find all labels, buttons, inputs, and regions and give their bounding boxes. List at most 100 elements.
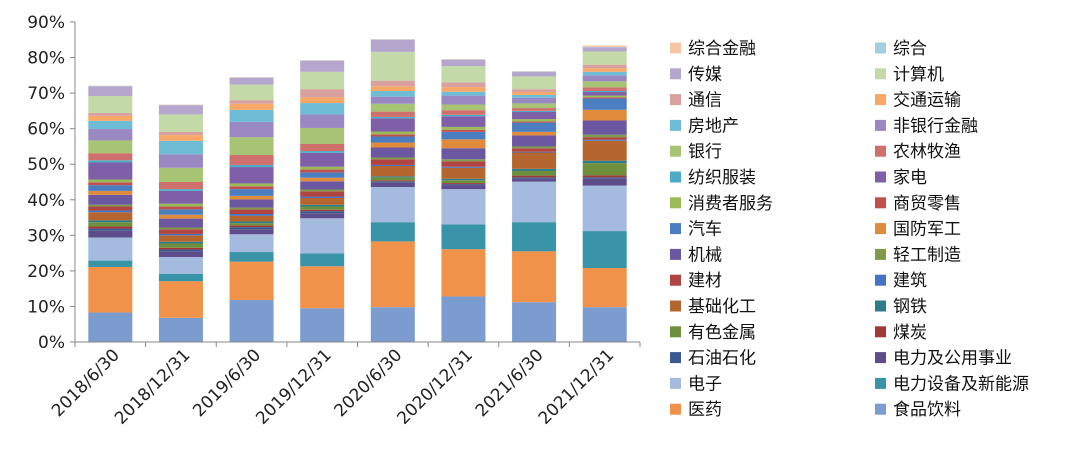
legend-item: 建材 xyxy=(670,271,722,291)
bar-segment-电力及公用事业-2020/12/31 xyxy=(441,185,486,190)
legend-swatch xyxy=(875,68,886,80)
legend-label: 煤炭 xyxy=(893,323,927,343)
legend-item: 煤炭 xyxy=(875,323,927,343)
bar-segment-纺织服装-2021/12/31 xyxy=(582,90,627,93)
bar-segment-交通运输-2018/6/30 xyxy=(88,115,133,121)
bar-segment-机械-2019/6/30 xyxy=(229,199,274,208)
bar-segment-机械-2021/12/31 xyxy=(582,120,627,135)
bar-segment-食品饮料-2021/12/31 xyxy=(582,307,627,342)
legend-swatch xyxy=(875,42,886,54)
legend-swatch xyxy=(875,403,886,415)
legend-swatch xyxy=(875,326,886,338)
bar-segment-消费者服务-2020/12/31 xyxy=(441,126,486,130)
bar-segment-国防军工-2019/6/30 xyxy=(229,195,274,200)
bar-segment-非银行金融-2019/12/31 xyxy=(300,114,345,128)
bar-segment-电子-2019/12/31 xyxy=(300,218,345,254)
bar-segment-煤炭-2020/12/31 xyxy=(441,183,486,185)
bar-segment-有色金属-2018/6/30 xyxy=(88,222,133,227)
legend-swatch xyxy=(670,223,681,235)
legend-label: 电力及公用事业 xyxy=(893,349,1012,369)
bar-segment-机械-2020/6/30 xyxy=(370,147,415,158)
bar-segment-基础化工-2019/12/31 xyxy=(300,198,345,205)
bar-segment-机械-2021/6/30 xyxy=(512,135,557,147)
bar-segment-电子-2020/6/30 xyxy=(370,186,415,223)
legend-label: 非银行金融 xyxy=(893,116,978,136)
bar-segment-煤炭-2021/12/31 xyxy=(582,175,627,178)
bar-segment-非银行金融-2019/6/30 xyxy=(229,121,274,138)
bar-segment-有色金属-2020/12/31 xyxy=(441,180,486,184)
bar-segment-家电-2019/6/30 xyxy=(229,167,274,184)
bar-segment-通信-2021/6/30 xyxy=(512,89,557,93)
legend-label: 纺织服装 xyxy=(688,168,756,188)
bar-segment-纺织服装-2019/6/30 xyxy=(229,164,274,168)
bar-segment-农林牧渔-2020/12/31 xyxy=(441,110,486,115)
bar-segment-钢铁-2018/6/30 xyxy=(88,220,133,223)
bar-segment-石油石化-2020/12/31 xyxy=(441,184,486,186)
legend-label: 综合金融 xyxy=(688,39,756,59)
bar-segment-消费者服务-2019/12/31 xyxy=(300,166,345,170)
bar-segment-交通运输-2019/12/31 xyxy=(300,97,345,104)
legend-item: 石油石化 xyxy=(670,349,756,369)
legend-swatch xyxy=(670,94,681,106)
bar-segment-商贸零售-2018/6/30 xyxy=(88,182,133,186)
bar-segment-汽车-2020/6/30 xyxy=(370,136,415,143)
bar-segment-有色金属-2019/6/30 xyxy=(229,223,274,226)
bar-segment-食品饮料-2019/12/31 xyxy=(300,308,345,342)
bar-segment-轻工制造-2019/12/31 xyxy=(300,189,345,192)
legend-item: 银行 xyxy=(670,142,722,162)
x-tick-label: 2021/6/30 xyxy=(472,345,548,421)
bar-segment-食品饮料-2018/6/30 xyxy=(88,312,133,342)
bar-segment-银行-2018/6/30 xyxy=(88,140,133,154)
bar-segment-通信-2018/12/31 xyxy=(158,131,203,136)
bar-segment-国防军工-2021/6/30 xyxy=(512,131,557,136)
bar-segment-非银行金融-2020/6/30 xyxy=(370,96,415,104)
legend-swatch xyxy=(670,119,681,131)
legend-item: 交通运输 xyxy=(875,91,961,111)
bar-segment-石油石化-2019/12/31 xyxy=(300,211,345,214)
bar-segment-轻工制造-2018/12/31 xyxy=(158,227,203,230)
legend-label: 家电 xyxy=(893,168,927,188)
bar-segment-轻工制造-2021/6/30 xyxy=(512,146,557,149)
bar-segment-基础化工-2020/12/31 xyxy=(441,167,486,179)
bar-segment-电子-2021/6/30 xyxy=(512,181,557,223)
bar-segment-计算机-2020/6/30 xyxy=(370,51,415,81)
legend-swatch xyxy=(875,377,886,389)
bar-segment-房地产-2019/6/30 xyxy=(229,109,274,122)
bar-segment-汽车-2018/12/31 xyxy=(158,209,203,215)
bar-segment-银行-2021/6/30 xyxy=(512,103,557,109)
legend-label: 建材 xyxy=(688,271,722,291)
legend-label: 钢铁 xyxy=(893,297,927,317)
legend-item: 电子 xyxy=(670,374,722,394)
bar-segment-国防军工-2018/6/30 xyxy=(88,190,133,195)
bar-segment-传媒-2019/12/31 xyxy=(300,60,345,72)
bar-segment-国防军工-2019/12/31 xyxy=(300,177,345,182)
y-tick-label: 60% xyxy=(27,120,65,140)
bar-segment-基础化工-2019/6/30 xyxy=(229,215,274,222)
bar-segment-纺织服装-2020/6/30 xyxy=(370,116,415,119)
bar-segment-国防军工-2020/6/30 xyxy=(370,142,415,148)
legend-label: 机械 xyxy=(688,245,722,265)
bar-segment-汽车-2019/6/30 xyxy=(229,189,274,196)
bar-segment-计算机-2021/12/31 xyxy=(582,51,627,65)
bar-segment-轻工制造-2018/6/30 xyxy=(88,204,133,207)
bar-segment-银行-2020/6/30 xyxy=(370,103,415,112)
bar-segment-基础化工-2021/12/31 xyxy=(582,140,627,161)
bar-segment-传媒-2018/6/30 xyxy=(88,86,133,96)
y-tick-label: 50% xyxy=(27,155,65,175)
legend-label: 轻工制造 xyxy=(893,245,961,265)
bar-segment-家电-2021/6/30 xyxy=(512,111,557,120)
bar-segment-商贸零售-2020/6/30 xyxy=(370,134,415,137)
legend-label: 计算机 xyxy=(893,65,944,85)
bar-segment-钢铁-2019/12/31 xyxy=(300,204,345,207)
bar-segment-建材-2018/6/30 xyxy=(88,206,133,211)
bar-segment-非银行金融-2018/12/31 xyxy=(158,154,203,168)
bar-segment-通信-2020/6/30 xyxy=(370,80,415,87)
bar-segment-消费者服务-2020/6/30 xyxy=(370,131,415,135)
legend-item: 商贸零售 xyxy=(875,194,961,214)
y-tick-label: 70% xyxy=(27,84,65,104)
legend-label: 商贸零售 xyxy=(893,194,961,214)
bar-segment-建筑-2021/12/31 xyxy=(582,139,627,141)
bar-segment-轻工制造-2020/12/31 xyxy=(441,159,486,162)
bar-segment-建筑-2020/12/31 xyxy=(441,166,486,168)
x-tick-label: 2021/12/31 xyxy=(535,345,618,428)
